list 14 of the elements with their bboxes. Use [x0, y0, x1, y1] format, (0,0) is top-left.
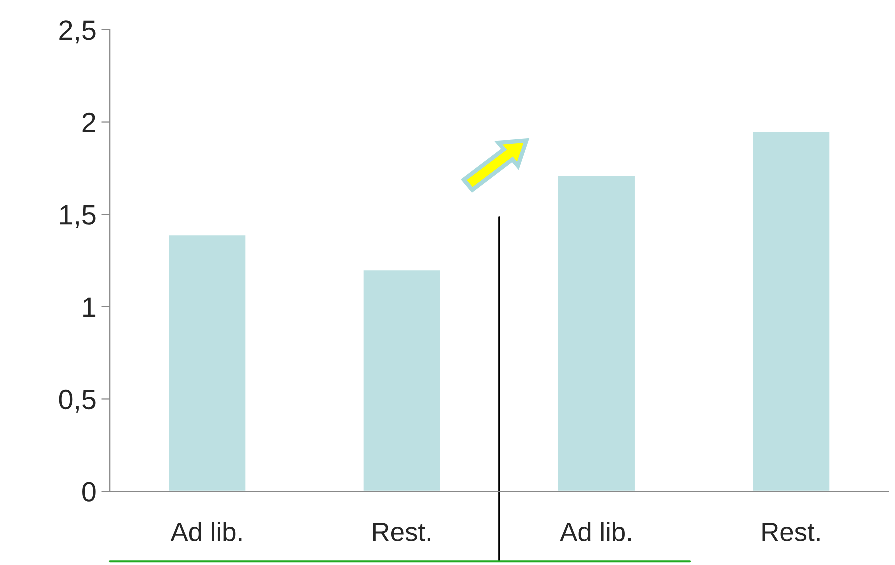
y-tick-label: 0,5	[59, 390, 96, 413]
bar	[168, 234, 248, 492]
x-tick-label: Rest.	[373, 523, 430, 542]
bar	[557, 175, 636, 492]
bar	[752, 130, 832, 492]
y-tick-label: 1,5	[60, 206, 96, 228]
x-tick-label: Rest.	[762, 523, 820, 542]
y-tick-label: 2	[82, 112, 96, 132]
bar	[362, 269, 442, 492]
y-tick-label: 2,5	[60, 20, 96, 44]
x-tick-label: Ad lib.	[560, 522, 632, 542]
y-tick-label: 1	[84, 298, 96, 317]
y-tick-label: 0	[82, 482, 96, 502]
x-tick-label: Ad lib.	[170, 522, 242, 542]
